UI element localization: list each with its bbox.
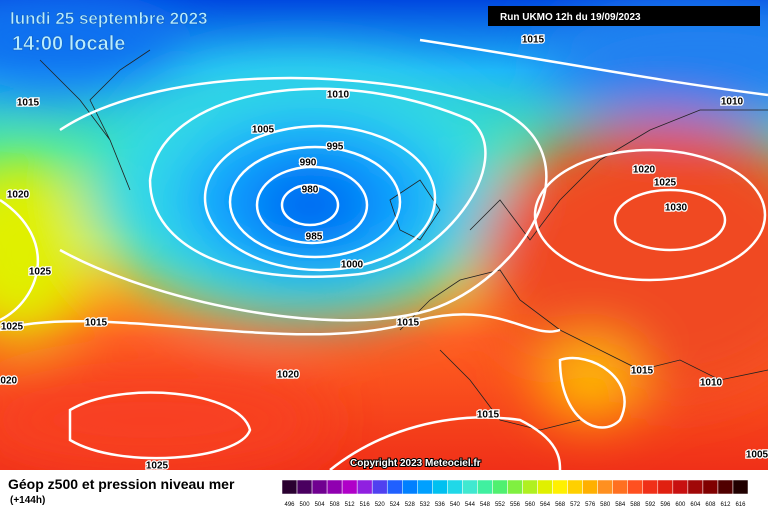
scale-label: 540	[450, 502, 461, 508]
scale-swatch	[432, 479, 448, 495]
scale-label: 564	[540, 502, 551, 508]
scale-label: 512	[345, 502, 356, 508]
scale-swatch	[311, 479, 328, 495]
scale-swatch	[702, 479, 719, 495]
scale-swatch	[462, 479, 478, 495]
scale-label: 580	[600, 502, 611, 508]
isobar-label: 1025	[654, 178, 677, 189]
scale-label: 604	[690, 502, 701, 508]
isobar-label: 1010	[327, 90, 350, 101]
run-box	[488, 6, 760, 26]
isobar-label: 1015	[85, 318, 108, 329]
scale-swatch	[477, 479, 493, 495]
scale-label: 616	[735, 502, 746, 508]
isobar-label: 1010	[700, 378, 723, 389]
isobar-label: 1020	[0, 376, 18, 387]
scale-label: 528	[405, 502, 416, 508]
scale-swatch	[672, 479, 689, 495]
copyright: Copyright 2023 Meteociel.fr	[350, 458, 481, 469]
scale-label: 568	[555, 502, 566, 508]
scale-swatch	[341, 479, 358, 495]
scale-label: 556	[510, 502, 521, 508]
isobar-labels: 1015 1010 1010 1015 1005 995 990 980 985 1000 1020…	[0, 33, 768, 473]
scale-label: 544	[465, 502, 476, 508]
isobar-label: 1005	[252, 125, 275, 136]
isobar-label: 1020	[633, 165, 656, 176]
isobar-label: 1020	[277, 370, 300, 381]
isobar-label: 1015	[397, 318, 420, 329]
isobars	[0, 38, 768, 471]
isobar-label: 995	[327, 142, 344, 153]
scale-swatch	[417, 479, 433, 495]
scale-label: 532	[420, 502, 431, 508]
scale-label: 572	[570, 502, 581, 508]
isobar-label: 1015	[477, 410, 500, 421]
scale-label: 508	[330, 502, 341, 508]
scale-swatch	[597, 479, 613, 495]
scale-swatch	[687, 479, 704, 495]
color-scale: 496 500 504 508 512 516 520 524 528 532 536 540 544 5…	[281, 479, 749, 508]
time-title: 14:00 locale	[12, 33, 125, 55]
scale-label: 536	[435, 502, 446, 508]
scale-swatch	[492, 479, 508, 495]
isobar-label: 1010	[721, 97, 744, 108]
scale-label: 560	[525, 502, 536, 508]
isobar-label: 1025	[146, 461, 169, 472]
isobar-label: 1000	[341, 260, 364, 271]
scale-swatch	[371, 479, 388, 495]
isobar-label: 980	[302, 185, 319, 196]
scale-swatch	[296, 479, 313, 495]
scale-label: 516	[360, 502, 371, 508]
scale-label: 612	[720, 502, 731, 508]
scale-label: 548	[480, 502, 491, 508]
field	[0, 0, 768, 470]
scale-label: 524	[390, 502, 401, 508]
scale-swatch	[627, 479, 644, 495]
legend-title: Géop z500 et pression niveau mer	[8, 476, 235, 492]
scale-label: 496	[285, 502, 296, 508]
scale-swatch	[567, 479, 583, 495]
scale-label: 552	[495, 502, 506, 508]
scale-label: 592	[645, 502, 656, 508]
isobar-label: 1020	[7, 190, 30, 201]
scale-swatch	[537, 479, 553, 495]
scale-swatch	[447, 479, 463, 495]
scale-swatch	[522, 479, 538, 495]
isobar-label: 1025	[1, 322, 24, 333]
isobar-label: 1005	[746, 450, 768, 461]
isobar-label: 1025	[29, 267, 52, 278]
scale-swatch	[642, 479, 659, 495]
scale-label: 588	[630, 502, 641, 508]
scale-label: 600	[675, 502, 686, 508]
isobar-label: 1015	[631, 366, 654, 377]
scale-swatch	[582, 479, 598, 495]
scale-label: 608	[705, 502, 716, 508]
scale-label: 576	[585, 502, 596, 508]
legend-subtitle: (+144h)	[10, 495, 45, 506]
date-title: lundi 25 septembre 2023	[10, 9, 207, 28]
scale-swatch	[717, 479, 734, 495]
isobar-label: 1015	[522, 35, 545, 46]
isobar-label: 1030	[665, 203, 688, 214]
scale-swatch	[657, 479, 674, 495]
scale-label: 500	[300, 502, 311, 508]
scale-swatch	[356, 479, 373, 495]
scale-swatch	[386, 479, 403, 495]
scale-swatch	[507, 479, 523, 495]
scale-swatch	[552, 479, 568, 495]
scale-swatch	[612, 479, 628, 495]
scale-swatch	[326, 479, 343, 495]
scale-label: 520	[375, 502, 386, 508]
run-info: Run UKMO 12h du 19/09/2023	[500, 12, 641, 23]
scale-label: 596	[660, 502, 671, 508]
isobar-label: 985	[306, 232, 323, 243]
scale-swatch	[281, 479, 298, 495]
isobar-label: 990	[300, 158, 317, 169]
isobar-label: 1015	[17, 98, 40, 109]
scale-swatch	[402, 479, 418, 495]
scale-label: 584	[615, 502, 626, 508]
scale-label: 504	[315, 502, 326, 508]
scale-swatch	[732, 479, 749, 495]
